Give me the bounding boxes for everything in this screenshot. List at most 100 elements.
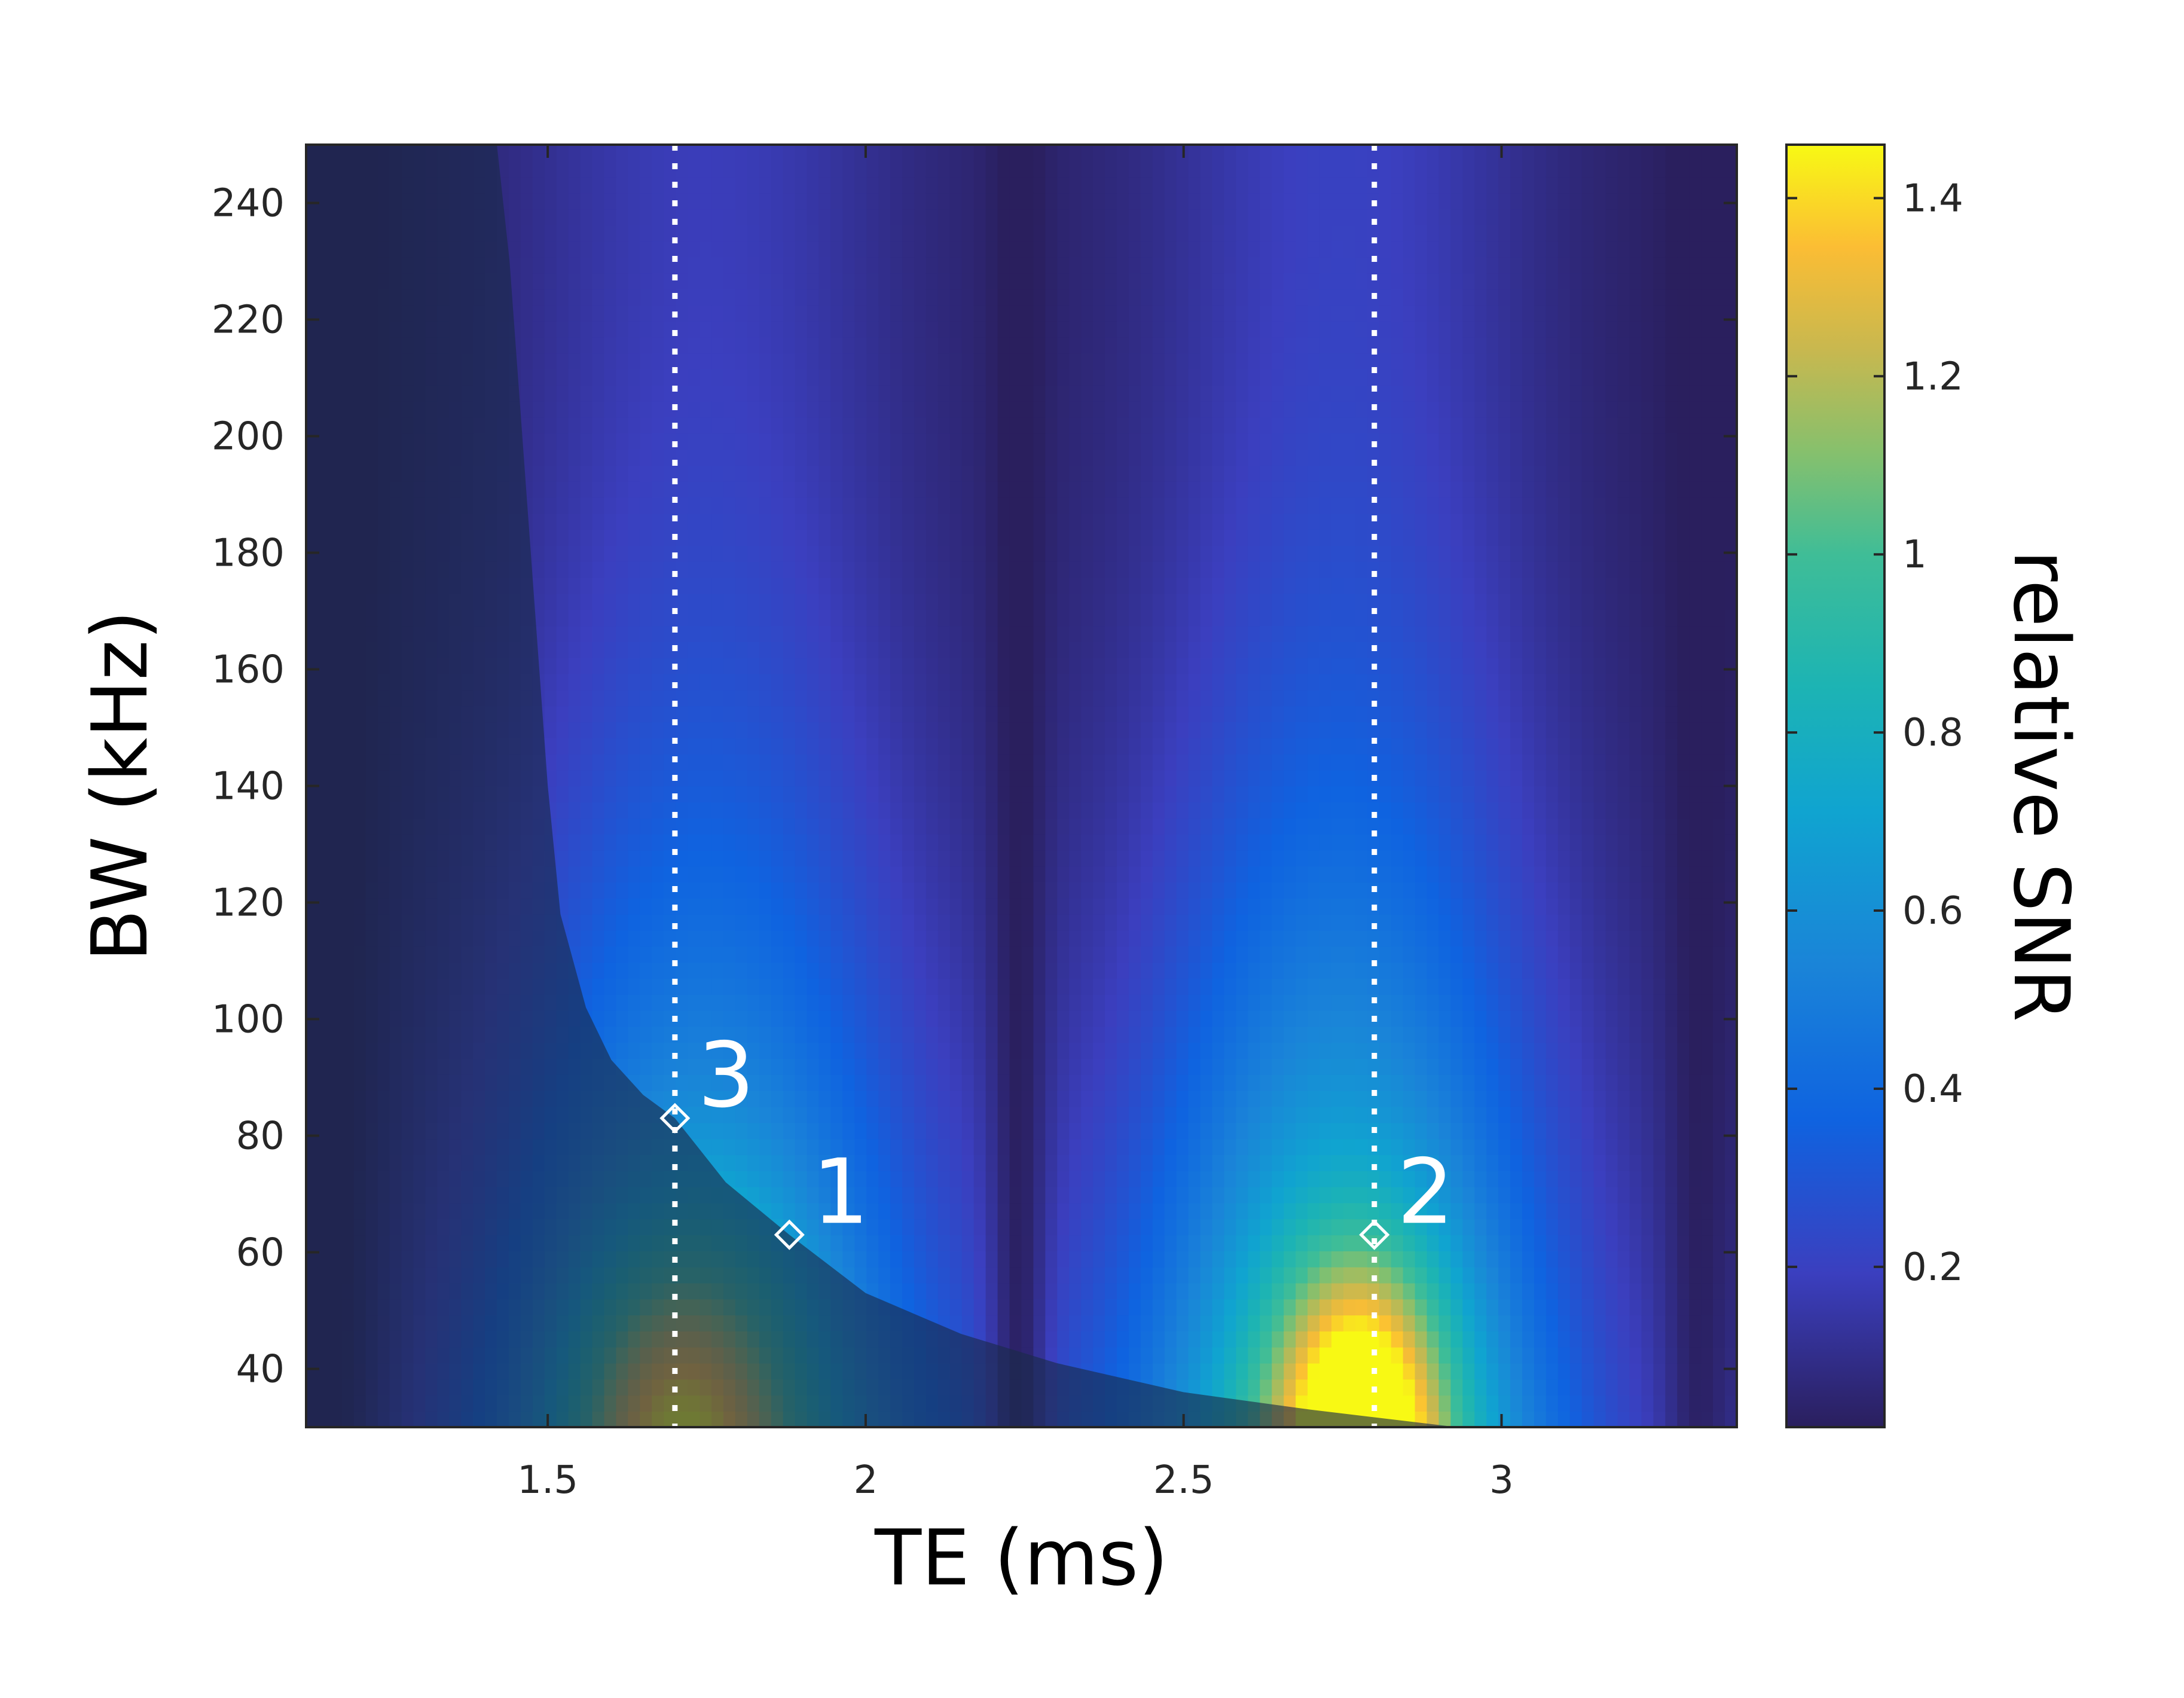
heatmap-cell <box>568 160 581 178</box>
heatmap-cell <box>640 337 653 354</box>
heatmap-cell <box>854 1235 868 1251</box>
heatmap-cell <box>818 625 832 642</box>
heatmap-cell <box>795 1042 808 1059</box>
heatmap-cell <box>902 417 915 434</box>
heatmap-cell <box>807 193 820 210</box>
heatmap-cell <box>759 145 772 161</box>
heatmap-cell <box>961 385 975 402</box>
heatmap-cell <box>807 449 820 466</box>
heatmap-cell <box>830 1155 844 1171</box>
heatmap-cell <box>700 160 712 178</box>
heatmap-cell <box>544 417 557 434</box>
heatmap-cell <box>676 449 688 466</box>
heatmap-cell <box>866 962 879 979</box>
heatmap-cell <box>973 1218 986 1236</box>
heatmap-cell <box>1033 320 1046 338</box>
heatmap-cell <box>544 673 557 691</box>
heatmap-cell <box>925 850 939 867</box>
heatmap-cell <box>568 385 581 402</box>
heatmap-cell <box>925 417 939 434</box>
heatmap-cell <box>985 946 998 963</box>
heatmap-cell <box>1033 1155 1046 1171</box>
heatmap-cell <box>700 577 712 594</box>
heatmap-cell <box>688 401 700 418</box>
heatmap-cell <box>688 738 700 755</box>
heatmap-cell <box>925 273 939 290</box>
heatmap-cell <box>914 1042 927 1059</box>
heatmap-cell <box>1021 1058 1034 1075</box>
heatmap-cell <box>556 866 569 883</box>
heatmap-cell <box>914 642 927 658</box>
heatmap-cell <box>878 642 891 658</box>
heatmap-cell <box>795 145 808 161</box>
heatmap-cell <box>949 1042 963 1059</box>
heatmap-cell <box>890 738 903 755</box>
heatmap-cell <box>747 545 760 562</box>
heatmap-cell <box>735 240 748 258</box>
heatmap-cell <box>783 176 796 194</box>
heatmap-cell <box>735 898 748 915</box>
heatmap-cell <box>795 1138 808 1155</box>
heatmap-cell <box>783 209 796 225</box>
heatmap-cell <box>711 176 724 194</box>
heatmap-cell <box>890 1090 903 1107</box>
heatmap-cell <box>580 833 593 851</box>
heatmap-cell <box>759 866 772 883</box>
heatmap-cell <box>807 1186 820 1204</box>
heatmap-cell <box>640 1010 653 1027</box>
heatmap-cell <box>580 481 593 498</box>
heatmap-cell <box>628 898 641 915</box>
heatmap-cell <box>771 1171 784 1187</box>
heatmap-cell <box>818 417 832 434</box>
heatmap-cell <box>604 225 617 242</box>
heatmap-cell <box>688 176 700 194</box>
heatmap-cell <box>723 176 736 194</box>
heatmap-cell <box>711 513 724 530</box>
heatmap-cell <box>973 401 986 418</box>
heatmap-cell <box>676 833 688 851</box>
heatmap-cell <box>628 818 641 835</box>
heatmap-cell <box>830 1235 844 1251</box>
heatmap-cell <box>914 417 927 434</box>
heatmap-cell <box>818 914 832 931</box>
heatmap-cell <box>604 433 617 450</box>
heatmap-cell <box>580 545 593 562</box>
heatmap-cell <box>652 561 665 578</box>
heatmap-cell <box>783 561 796 578</box>
heatmap-cell <box>830 1090 844 1107</box>
heatmap-cell <box>735 1058 748 1075</box>
heatmap-cell <box>556 833 569 851</box>
heatmap-cell <box>520 209 533 225</box>
heatmap-cell <box>985 401 998 418</box>
heatmap-cell <box>616 882 629 899</box>
heatmap-cell <box>735 1090 748 1107</box>
heatmap-cell <box>985 145 998 161</box>
heatmap-cell <box>997 561 1010 578</box>
heatmap-cell <box>1045 1171 1058 1187</box>
heatmap-cell <box>818 1138 832 1155</box>
heatmap-cell <box>783 818 796 835</box>
heatmap-cell <box>973 545 986 562</box>
heatmap-cell <box>711 305 724 322</box>
heatmap-cell <box>652 337 665 354</box>
heatmap-cell <box>1045 866 1058 883</box>
heatmap-cell <box>890 946 903 963</box>
heatmap-cell <box>961 930 975 947</box>
heatmap-cell <box>556 658 569 674</box>
heatmap-cell <box>580 802 593 819</box>
heatmap-cell <box>937 738 951 755</box>
heatmap-cell <box>556 561 569 578</box>
heatmap-cell <box>818 1122 832 1140</box>
heatmap-cell <box>985 1315 998 1331</box>
heatmap-cell <box>688 1010 700 1027</box>
heatmap-cell <box>556 642 569 658</box>
heatmap-cell <box>1009 866 1022 883</box>
heatmap-cell <box>544 273 557 290</box>
heatmap-cell <box>985 898 998 915</box>
heatmap-cell <box>818 1042 832 1059</box>
heatmap-cell <box>925 1266 939 1284</box>
heatmap-cell <box>902 642 915 658</box>
heatmap-cell <box>818 353 832 370</box>
heatmap-cell <box>973 818 986 835</box>
heatmap-cell <box>771 882 784 899</box>
